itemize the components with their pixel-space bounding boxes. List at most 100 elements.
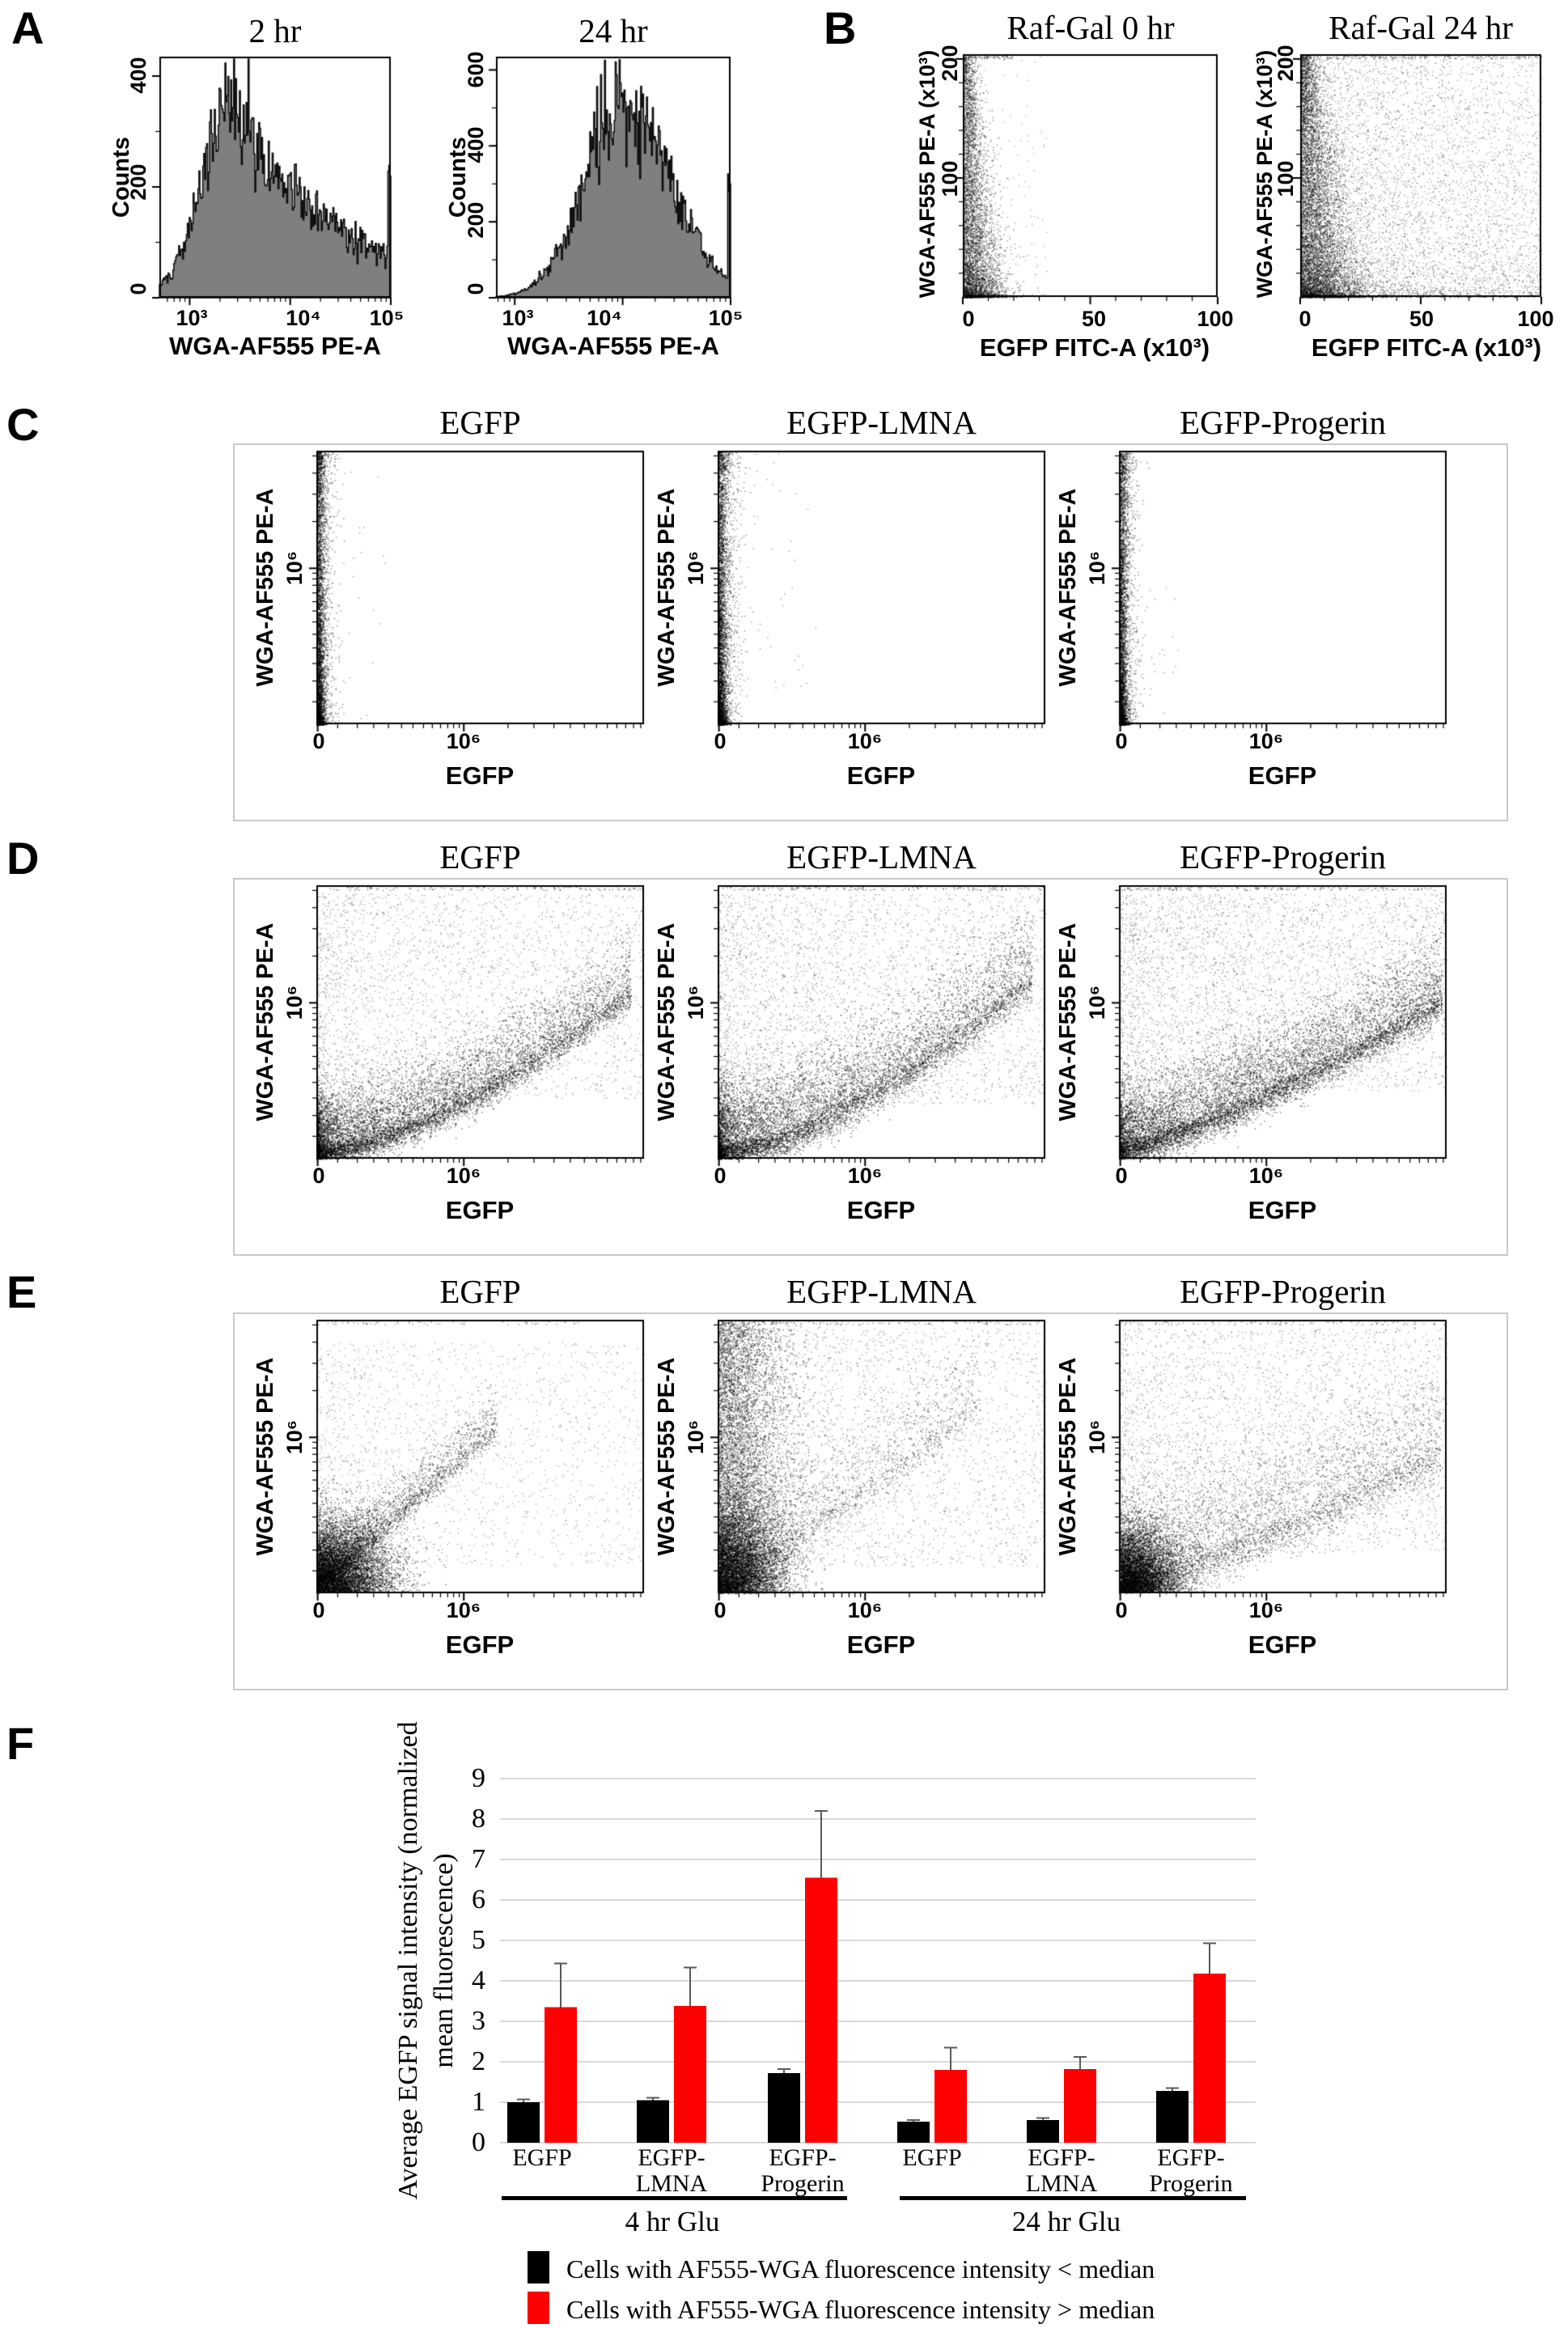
e-progerin-xtick-1e6: 10⁶ [1248,1598,1284,1622]
bar-ytick-3: 3 [472,2006,485,2036]
c-egfp-title: EGFP [439,404,521,441]
c-progerin-ylabel: WGA-AF555 PE-A [1055,488,1081,687]
e-progerin-ylabel: WGA-AF555 PE-A [1055,1357,1081,1556]
hist-24hr-ytick-400: 400 [464,126,488,163]
e-egfp-xtick-1e6: 10⁶ [446,1598,481,1622]
scatter-rafgal0-ylabel: WGA-AF555 PE-A (x10³) [915,49,939,299]
bar-ytick-2: 2 [472,2046,485,2076]
legend-swatch-above-median [528,2292,549,2324]
panel-c-box [233,443,1508,821]
panel-label-c: C [6,399,40,450]
section-underline-4hr [502,2196,847,2200]
section-label-24hr: 24 hr Glu [1011,2206,1121,2237]
bar-cat-5-line2: LMNA [1025,2170,1098,2197]
scatter-rafgal0-plot [951,53,1219,307]
d-lmna-xtick-1e6: 10⁶ [847,1164,883,1188]
d-progerin-ytick: 10⁶ [1085,985,1109,1020]
bar-cat-5-line1: EGFP- [1028,2144,1095,2171]
bar-cat-2-line1: EGFP- [638,2144,706,2171]
e-progerin-xtick-0: 0 [1115,1598,1128,1622]
bar-cat-1-line1: EGFP [512,2144,572,2171]
c-lmna-xtick-0: 0 [714,729,727,753]
e-lmna-plot [706,1318,1047,1603]
hist-2hr-title: 2 hr [248,12,302,49]
bar-cat-6-line1: EGFP- [1157,2144,1225,2171]
d-egfp-plot [305,884,646,1168]
panel-label-a: A [11,2,44,53]
scatter-rafgal0-ytick-100: 100 [938,160,962,197]
c-lmna-title: EGFP-LMNA [786,404,977,441]
hist-2hr-xtick-1e5: 10⁵ [369,306,405,330]
c-lmna-xtick-1e6: 10⁶ [847,729,883,753]
e-egfp-xlabel: EGFP [445,1630,515,1659]
scatter-rafgal24-title: Raf-Gal 24 hr [1329,9,1513,46]
panel-label-e: E [6,1266,37,1317]
c-progerin-title: EGFP-Progerin [1179,404,1387,441]
e-egfp-xtick-0: 0 [312,1598,325,1622]
scatter-rafgal0-ytick-200: 200 [938,45,962,82]
hist-24hr-ytick-600: 600 [464,51,488,88]
c-progerin-xlabel: EGFP [1248,761,1317,790]
scatter-rafgal24-xtick-0: 0 [1299,307,1312,331]
e-egfp-title: EGFP [439,1273,521,1310]
bar-cat-4-line1: EGFP [902,2144,962,2171]
d-lmna-ylabel: WGA-AF555 PE-A [654,922,680,1122]
d-progerin-ylabel: WGA-AF555 PE-A [1055,922,1081,1122]
scatter-rafgal24-xtick-50: 50 [1409,307,1435,331]
panel-label-b: B [824,2,857,53]
e-progerin-title: EGFP-Progerin [1179,1273,1387,1310]
c-egfp-ylabel: WGA-AF555 PE-A [252,488,278,687]
legend-label-below-median: Cells with AF555-WGA fluorescence intens… [566,2254,1155,2283]
section-label-4hr: 4 hr Glu [625,2206,720,2237]
c-progerin-ytick: 10⁶ [1085,550,1109,586]
scatter-rafgal24-ytick-200: 200 [1273,45,1298,82]
hist-2hr-xlabel: WGA-AF555 PE-A [169,332,381,360]
d-lmna-xlabel: EGFP [846,1196,916,1224]
d-progerin-xtick-0: 0 [1115,1164,1128,1188]
e-egfp-ylabel: WGA-AF555 PE-A [252,1357,278,1556]
hist-24hr-title: 24 hr [578,12,648,49]
c-egfp-xtick-1e6: 10⁶ [446,729,481,753]
hist-24hr-plot [485,55,732,307]
hist-2hr-xtick-1e4: 10⁴ [286,306,321,330]
bar-cat-2-line2: LMNA [635,2170,708,2197]
bar-ytick-8: 8 [472,1804,485,1834]
d-progerin-plot [1108,884,1448,1168]
scatter-rafgal0-xlabel: EGFP FITC-A (x10³) [979,333,1210,362]
c-egfp-xtick-0: 0 [312,729,325,753]
d-progerin-xlabel: EGFP [1248,1196,1317,1224]
c-lmna-xlabel: EGFP [846,761,916,790]
section-underline-24hr [900,2196,1246,2200]
d-progerin-xtick-1e6: 10⁶ [1248,1164,1284,1188]
e-lmna-ytick: 10⁶ [684,1419,708,1455]
bar-ytick-7: 7 [472,1844,485,1874]
d-egfp-xtick-1e6: 10⁶ [446,1164,481,1188]
e-lmna-title: EGFP-LMNA [786,1273,977,1310]
c-progerin-xtick-0: 0 [1115,729,1128,753]
bar-ytick-9: 9 [472,1763,485,1793]
bar-cat-3-line1: EGFP- [769,2144,837,2171]
bar-ylabel-line1: Average EGFP signal intensity (normalize… [393,1721,423,2200]
d-egfp-xtick-0: 0 [312,1164,325,1188]
e-egfp-ytick: 10⁶ [282,1419,307,1455]
hist-2hr-plot [148,55,392,307]
d-lmna-xtick-0: 0 [714,1164,727,1188]
hist-24hr-ytick-0: 0 [464,282,488,295]
panel-label-d: D [6,833,40,884]
bar-chart-svg [500,1778,1256,2144]
c-lmna-ylabel: WGA-AF555 PE-A [654,488,680,687]
scatter-rafgal24-ytick-100: 100 [1273,160,1298,197]
e-lmna-xtick-0: 0 [714,1598,727,1622]
scatter-rafgal0-xtick-0: 0 [962,307,975,331]
scatter-rafgal0-xtick-50: 50 [1081,307,1107,331]
c-lmna-plot [706,449,1047,734]
hist-2hr-ytick-400: 400 [126,57,150,94]
e-progerin-ytick: 10⁶ [1085,1419,1109,1455]
hist-24hr-xtick-1e3: 10³ [502,306,534,330]
hist-24hr-xtick-1e4: 10⁴ [587,306,622,330]
c-progerin-plot [1108,449,1448,734]
legend-label-above-median: Cells with AF555-WGA fluorescence intens… [566,2295,1155,2324]
legend-swatch-below-median [528,2251,549,2283]
scatter-rafgal24-xtick-100: 100 [1517,307,1554,331]
